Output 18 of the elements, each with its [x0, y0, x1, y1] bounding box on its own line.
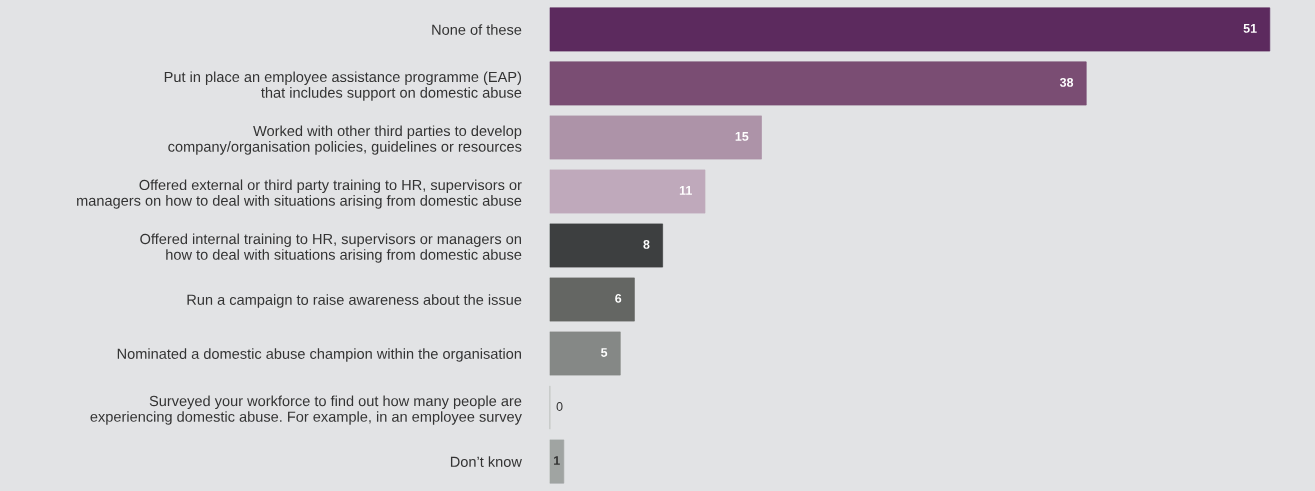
y-tick-label: Don’t know [450, 456, 522, 467]
y-tick-label: None of these [432, 24, 522, 35]
y-tick-label: Offered external or third party training to HR, supervisors or managers on how to deal with situations arising from domestic abuse [77, 179, 522, 209]
data-label: 1 [554, 456, 560, 465]
y-tick-label: Run a campaign to raise awareness about the issue [187, 294, 522, 308]
data-label: 5 [601, 348, 608, 357]
data-label: 0 [556, 402, 563, 411]
data-label: 15 [735, 132, 749, 141]
data-label: 6 [615, 294, 622, 303]
y-tick-label: Surveyed your workforce to find out how many people are experiencing domestic abuse. For example, in an employee survey [90, 395, 522, 425]
data-label: 11 [679, 186, 692, 195]
data-label: 51 [1243, 24, 1257, 33]
y-tick-label: Put in place an employee assistance programme (EAP) that includes support on domestic abuse [164, 71, 522, 101]
y-tick-label: Nominated a domestic abuse champion within the organisation [117, 348, 521, 362]
y-tick-label: Worked with other third parties to develop company/organisation policies, guidelines or resources [168, 125, 522, 155]
data-label: 8 [643, 240, 650, 249]
data-label: 38 [1059, 77, 1074, 87]
y-tick-label: Offered internal training to HR, supervisors or managers on how to deal with situations arising from domestic abuse [140, 233, 522, 263]
